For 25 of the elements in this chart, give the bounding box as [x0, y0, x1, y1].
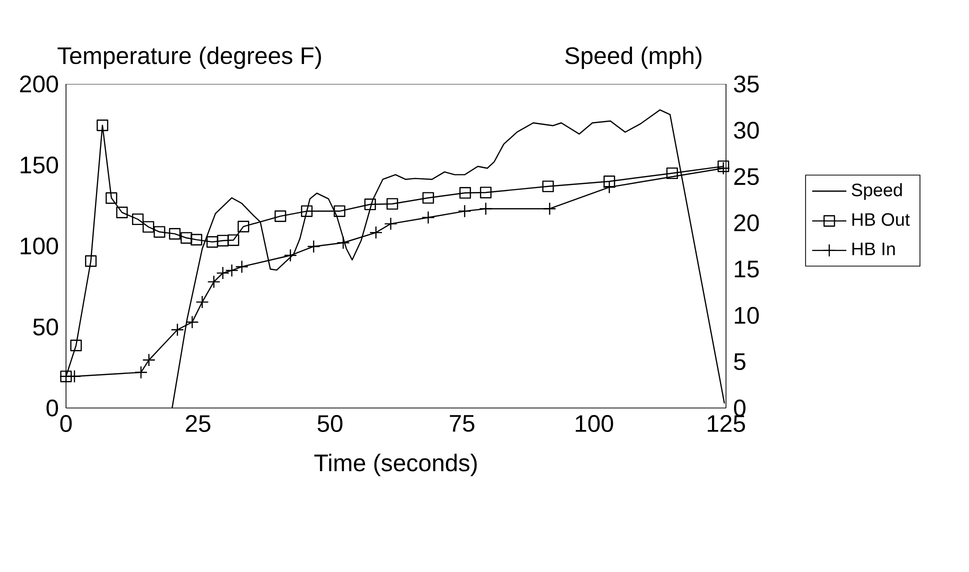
x-tick-label: 50 — [318, 415, 342, 432]
y-tick-label: 100 — [20, 238, 58, 254]
x-tick-label: 125 — [708, 415, 745, 432]
x-tick-label: 100 — [576, 415, 614, 432]
y-axis-title: Temperature (degrees F) — [58, 46, 321, 69]
y-tick-label: 0 — [46, 400, 58, 416]
y2-tick-label: 5 — [734, 353, 746, 370]
legend-label: HB Out — [852, 213, 910, 226]
y2-tick-label: 10 — [734, 306, 759, 324]
x-tick-label: 25 — [186, 415, 210, 432]
legend-label: HB In — [852, 242, 895, 256]
y2-tick-label: 15 — [734, 260, 759, 278]
y2-tick-label: 20 — [734, 214, 759, 232]
y2-tick-label: 35 — [734, 76, 759, 92]
x-axis-title: Time (seconds) — [314, 454, 477, 476]
y2-tick-label: 0 — [734, 399, 746, 416]
y2-axis-title: Speed (mph) — [565, 46, 702, 69]
legend-label: Speed — [852, 183, 902, 200]
x-tick-label: 75 — [450, 415, 474, 432]
y-tick-label: 200 — [20, 76, 58, 92]
y2-tick-label: 30 — [734, 122, 759, 139]
y-tick-label: 50 — [33, 318, 58, 336]
x-tick-label: 0 — [60, 415, 72, 432]
y-tick-label: 150 — [20, 156, 58, 174]
y2-tick-label: 25 — [734, 168, 759, 186]
